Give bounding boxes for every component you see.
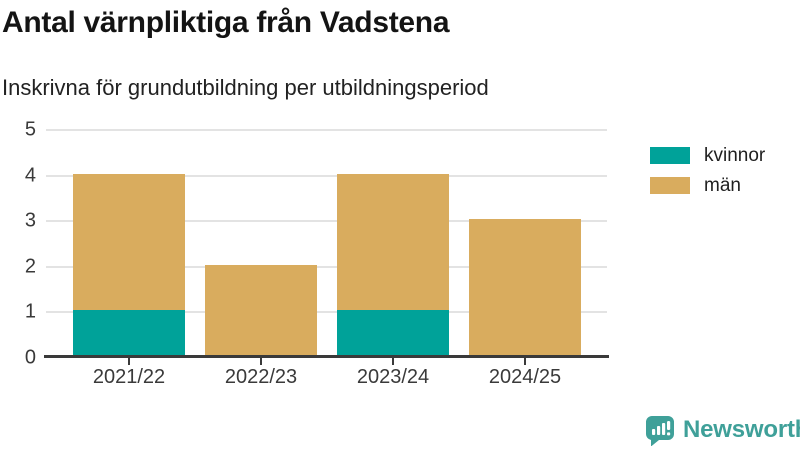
- bar-segment-2024/25-män: [469, 219, 581, 356]
- x-tick-2023/24: [392, 358, 394, 365]
- legend-item-kvinnor: kvinnor: [650, 146, 765, 165]
- gridline-3: [46, 220, 607, 223]
- gridline-4: [46, 174, 607, 177]
- chart-subtitle: Inskrivna för grundutbildning per utbild…: [2, 75, 489, 100]
- x-tick-label-2023/24: 2023/24: [356, 366, 430, 388]
- chart-title: Antal värnpliktiga från Vadstena: [2, 6, 450, 39]
- legend-item-män: män: [650, 176, 765, 195]
- y-tick-label-3: 3: [24, 209, 36, 232]
- branding: Newsworthy: [644, 414, 800, 446]
- x-tick-label-2021/22: 2021/22: [92, 366, 166, 388]
- gridline-5: [46, 129, 607, 131]
- bar-segment-2023/24-kvinnor: [337, 310, 449, 356]
- plot-area: [44, 129, 609, 365]
- bar-segment-2021/22-män: [73, 173, 185, 311]
- y-tick-label-5: 5: [24, 118, 36, 141]
- gridline-2: [46, 265, 607, 268]
- legend-swatch-kvinnor: [650, 147, 690, 164]
- bar-segment-2022/23-män: [205, 264, 317, 356]
- x-tick-2022/23: [260, 358, 262, 365]
- bar-segment-2021/22-kvinnor: [73, 310, 185, 356]
- x-tick-label-2024/25: 2024/25: [488, 366, 562, 388]
- legend-swatch-män: [650, 177, 690, 194]
- newsworthy-logo-text: Newsworthy: [683, 416, 800, 443]
- legend-label-män: män: [704, 175, 741, 196]
- bar-segment-2023/24-män: [337, 173, 449, 311]
- y-tick-label-0: 0: [24, 346, 36, 369]
- x-axis-line: [44, 355, 609, 358]
- x-tick-2021/22: [128, 358, 130, 365]
- y-tick-label-2: 2: [24, 255, 36, 278]
- gridline-1: [46, 311, 607, 314]
- newsworthy-logo-icon: [644, 414, 676, 446]
- x-tick-2024/25: [524, 358, 526, 365]
- y-tick-label-4: 4: [24, 164, 36, 187]
- legend-label-kvinnor: kvinnor: [704, 145, 766, 166]
- legend: kvinnor män: [650, 146, 765, 195]
- x-tick-label-2022/23: 2022/23: [224, 366, 298, 388]
- y-tick-label-1: 1: [24, 300, 36, 323]
